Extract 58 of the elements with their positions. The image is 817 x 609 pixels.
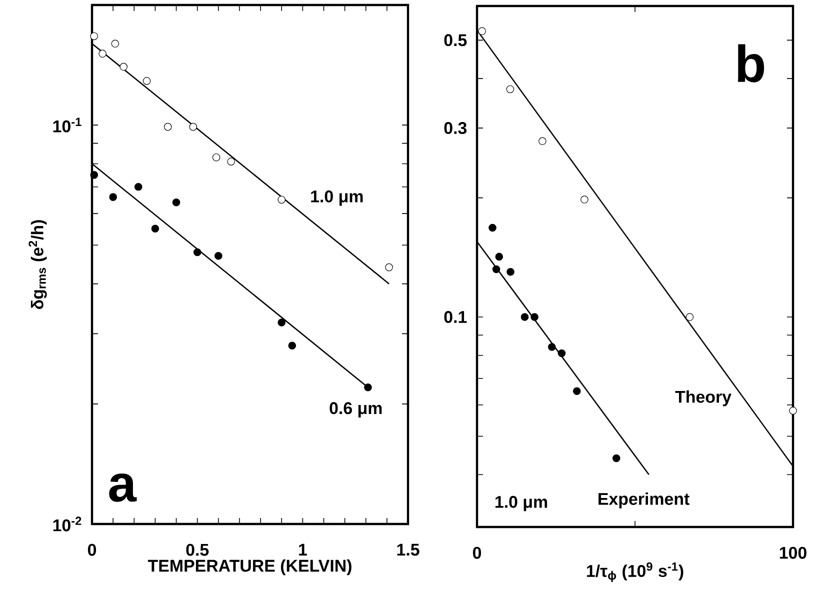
y-tick-label: 10$^{-1}$ xyxy=(53,118,82,132)
point xyxy=(288,342,296,350)
point xyxy=(212,153,220,162)
point xyxy=(214,252,222,260)
point xyxy=(686,313,694,321)
point xyxy=(98,50,106,58)
point xyxy=(278,196,286,204)
point xyxy=(111,40,120,48)
point xyxy=(134,182,142,191)
annotation: Theory xyxy=(675,390,732,406)
point xyxy=(520,313,529,321)
x-tick-label: 100 xyxy=(780,546,806,559)
point xyxy=(612,454,620,462)
point xyxy=(227,158,235,166)
point xyxy=(385,263,393,272)
point xyxy=(572,387,581,396)
annotation: 1.0 μm xyxy=(311,190,363,206)
point xyxy=(492,265,500,274)
x-tick-label: 1 xyxy=(299,544,307,556)
point xyxy=(506,268,514,276)
y-tick-label: 0.5 xyxy=(444,34,467,46)
x-tick-label: 0 xyxy=(88,544,96,556)
y-tick-label: 10$^{-2}$ xyxy=(53,516,82,532)
y-tick-label: 0.3 xyxy=(444,122,467,134)
point xyxy=(364,384,372,392)
point xyxy=(548,343,556,351)
point xyxy=(189,122,198,131)
point xyxy=(109,193,117,201)
x-axis-title: 1/τ$_{ϕ}$ (10$^{9}$ s$^{-1}$) xyxy=(587,562,684,582)
point xyxy=(488,224,496,232)
x-tick-label: 0.5 xyxy=(186,544,209,556)
point xyxy=(506,85,514,94)
y-tick-label: 0.1 xyxy=(444,311,467,324)
point xyxy=(193,248,202,256)
x-axis-title: TEMPERATURE (KELVIN) xyxy=(148,559,352,576)
annotation: Experiment xyxy=(598,492,690,508)
point xyxy=(580,196,588,204)
point xyxy=(172,198,180,206)
point xyxy=(90,171,98,179)
annotation: 1.0 μm xyxy=(495,496,548,512)
point xyxy=(789,406,797,415)
point xyxy=(558,349,566,358)
annotation: a xyxy=(109,473,137,502)
x-tick-label: 0 xyxy=(472,546,482,559)
annotation: 0.6 μm xyxy=(330,402,382,418)
point xyxy=(495,252,504,261)
annotation: b xyxy=(738,44,764,82)
point xyxy=(120,62,128,71)
y-axis-title: δg$_{rms}$ (e$^{2}$/h) xyxy=(28,220,47,309)
point xyxy=(278,318,286,326)
x-tick-label: 1.5 xyxy=(397,544,420,556)
point xyxy=(538,137,546,146)
point xyxy=(164,122,172,131)
point xyxy=(142,77,151,85)
point xyxy=(90,32,98,40)
point xyxy=(530,313,538,321)
point xyxy=(151,224,160,233)
point xyxy=(478,27,486,36)
